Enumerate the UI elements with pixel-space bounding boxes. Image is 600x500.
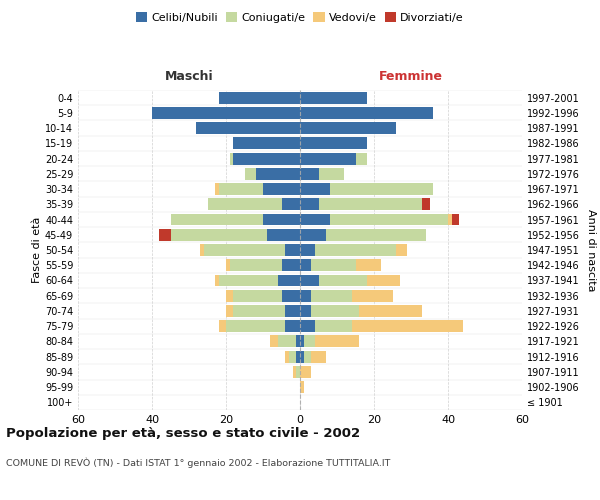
Bar [281,290,300,302]
Bar [281,260,300,271]
Bar [300,320,315,332]
Bar [285,305,300,317]
Bar [278,274,300,286]
Bar [296,336,300,347]
Bar [245,168,256,180]
Bar [278,336,296,347]
Bar [233,290,281,302]
Bar [300,92,367,104]
Bar [218,92,300,104]
Bar [319,168,344,180]
Bar [300,381,304,393]
Y-axis label: Fasce di età: Fasce di età [32,217,42,283]
Bar [218,274,278,286]
Bar [271,336,278,347]
Bar [230,152,233,164]
Bar [352,290,392,302]
Bar [300,336,304,347]
Bar [263,183,300,195]
Bar [300,366,311,378]
Legend: Celibi/Nubili, Coniugati/e, Vedovi/e, Divorziati/e: Celibi/Nubili, Coniugati/e, Vedovi/e, Di… [132,8,468,28]
Bar [152,107,300,119]
Bar [300,244,315,256]
Bar [315,244,396,256]
Bar [326,229,426,240]
Bar [300,138,367,149]
Bar [329,183,433,195]
Bar [356,260,382,271]
Bar [311,350,326,362]
Bar [315,320,352,332]
Bar [170,214,263,226]
Bar [285,320,300,332]
Text: Popolazione per età, sesso e stato civile - 2002: Popolazione per età, sesso e stato civil… [6,428,360,440]
Bar [218,320,226,332]
Bar [200,244,204,256]
Bar [296,350,300,362]
Bar [226,320,285,332]
Bar [281,198,300,210]
Bar [208,198,281,210]
Bar [204,244,285,256]
Bar [300,122,396,134]
Text: Maschi: Maschi [164,70,214,82]
Bar [300,350,304,362]
Bar [233,305,285,317]
Bar [170,229,267,240]
Bar [215,183,218,195]
Bar [226,305,233,317]
Bar [218,183,263,195]
Bar [256,168,300,180]
Bar [300,305,311,317]
Bar [267,229,300,240]
Bar [300,183,329,195]
Text: COMUNE DI REVÒ (TN) - Dati ISTAT 1° gennaio 2002 - Elaborazione TUTTITALIA.IT: COMUNE DI REVÒ (TN) - Dati ISTAT 1° genn… [6,458,391,468]
Bar [233,138,300,149]
Bar [226,260,230,271]
Bar [300,214,329,226]
Bar [230,260,281,271]
Bar [300,229,326,240]
Bar [300,152,356,164]
Bar [396,244,407,256]
Bar [196,122,300,134]
Bar [329,214,448,226]
Bar [319,198,422,210]
Bar [263,214,300,226]
Bar [319,274,367,286]
Bar [300,198,319,210]
Bar [359,305,422,317]
Bar [300,290,311,302]
Bar [452,214,459,226]
Bar [352,320,463,332]
Bar [300,274,319,286]
Bar [422,198,430,210]
Bar [285,244,300,256]
Bar [160,229,170,240]
Text: Femmine: Femmine [379,70,443,82]
Bar [300,260,311,271]
Bar [289,350,296,362]
Bar [356,152,367,164]
Bar [300,107,433,119]
Bar [304,336,315,347]
Bar [304,350,311,362]
Bar [311,260,356,271]
Bar [315,336,359,347]
Y-axis label: Anni di nascita: Anni di nascita [586,209,596,291]
Bar [367,274,400,286]
Bar [296,366,300,378]
Bar [293,366,296,378]
Bar [226,290,233,302]
Bar [448,214,452,226]
Bar [285,350,289,362]
Bar [311,290,352,302]
Bar [300,168,319,180]
Bar [311,305,359,317]
Bar [233,152,300,164]
Bar [215,274,218,286]
